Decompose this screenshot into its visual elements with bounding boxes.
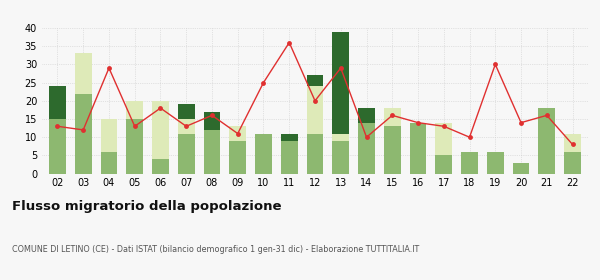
Bar — [229, 141, 246, 174]
Bar — [564, 152, 581, 174]
Bar — [203, 112, 220, 130]
Bar — [178, 119, 194, 134]
Bar — [152, 159, 169, 174]
Bar — [49, 86, 66, 119]
Bar — [178, 134, 194, 174]
Bar — [332, 141, 349, 174]
Text: Flusso migratorio della popolazione: Flusso migratorio della popolazione — [12, 200, 281, 213]
Bar — [75, 53, 92, 94]
Bar — [436, 155, 452, 174]
Bar — [281, 141, 298, 174]
Bar — [49, 119, 66, 174]
Bar — [307, 75, 323, 86]
Bar — [332, 134, 349, 141]
Bar — [512, 163, 529, 174]
Bar — [229, 126, 246, 141]
Bar — [358, 123, 375, 174]
Bar — [255, 134, 272, 174]
Bar — [127, 119, 143, 174]
Bar — [307, 134, 323, 174]
Text: COMUNE DI LETINO (CE) - Dati ISTAT (bilancio demografico 1 gen-31 dic) - Elabora: COMUNE DI LETINO (CE) - Dati ISTAT (bila… — [12, 245, 419, 254]
Bar — [384, 108, 401, 126]
Bar — [127, 101, 143, 119]
Bar — [101, 152, 118, 174]
Bar — [101, 119, 118, 152]
Bar — [358, 108, 375, 123]
Bar — [307, 86, 323, 134]
Bar — [178, 104, 194, 119]
Bar — [332, 32, 349, 134]
Bar — [487, 152, 503, 174]
Bar — [75, 94, 92, 174]
Bar — [538, 108, 555, 174]
Bar — [384, 126, 401, 174]
Bar — [410, 123, 427, 174]
Bar — [152, 101, 169, 159]
Bar — [281, 134, 298, 141]
Bar — [564, 134, 581, 152]
Bar — [203, 130, 220, 174]
Bar — [461, 152, 478, 174]
Bar — [436, 123, 452, 155]
